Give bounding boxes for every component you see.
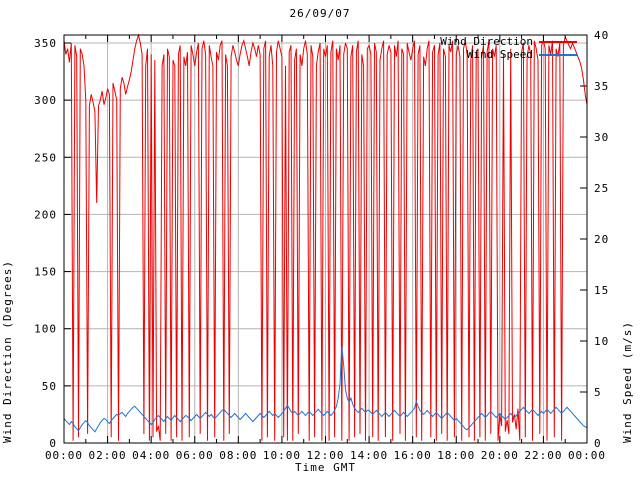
legend-line-sample-wind-direction bbox=[539, 41, 577, 43]
x-axis-label: Time GMT bbox=[295, 461, 356, 474]
y-left-tick-label: 300 bbox=[34, 94, 57, 107]
y-left-tick-label: 50 bbox=[42, 380, 57, 393]
x-tick-label: 04:00 bbox=[132, 449, 170, 462]
y-right-tick-label: 20 bbox=[594, 233, 609, 246]
y-left-tick-label: 0 bbox=[49, 437, 57, 450]
legend-line-sample-wind-speed bbox=[539, 54, 577, 56]
x-tick-label: 14:00 bbox=[350, 449, 388, 462]
y-right-tick-label: 0 bbox=[594, 437, 602, 450]
x-tick-label: 22:00 bbox=[524, 449, 562, 462]
series-wind-speed bbox=[63, 346, 588, 433]
y-right-tick-label: 5 bbox=[594, 386, 602, 399]
chart-title: 26/09/07 bbox=[289, 7, 351, 20]
y-left-tick-label: 350 bbox=[34, 37, 57, 50]
y-left-tick-label: 250 bbox=[34, 151, 57, 164]
y-right-tick-label: 25 bbox=[594, 182, 609, 195]
legend-label-wind-direction: Wind Direction bbox=[440, 35, 533, 48]
legend-entry-wind-speed: Wind Speed bbox=[300, 49, 580, 62]
y-right-tick-label: 40 bbox=[594, 29, 609, 42]
legend-label-wind-speed: Wind Speed bbox=[466, 48, 533, 61]
y-left-tick-label: 150 bbox=[34, 266, 57, 279]
y-right-tick-label: 35 bbox=[594, 80, 609, 93]
legend: Wind Direction Wind Speed bbox=[300, 36, 580, 62]
x-tick-label: 06:00 bbox=[176, 449, 214, 462]
legend-entry-wind-direction: Wind Direction bbox=[300, 36, 580, 49]
series-wind-direction bbox=[63, 33, 588, 441]
x-tick-label: 08:00 bbox=[219, 449, 257, 462]
y-right-tick-label: 15 bbox=[594, 284, 609, 297]
x-tick-label: 16:00 bbox=[394, 449, 432, 462]
y-left-tick-label: 200 bbox=[34, 208, 57, 221]
x-tick-label: 00:00 bbox=[568, 449, 606, 462]
y-left-tick-label: 100 bbox=[34, 323, 57, 336]
y-right-tick-label: 10 bbox=[594, 335, 609, 348]
x-tick-label: 12:00 bbox=[306, 449, 344, 462]
x-tick-label: 02:00 bbox=[89, 449, 127, 462]
x-tick-label: 20:00 bbox=[481, 449, 519, 462]
x-tick-label: 10:00 bbox=[263, 449, 301, 462]
y-right-tick-label: 30 bbox=[594, 131, 609, 144]
x-tick-label: 18:00 bbox=[437, 449, 475, 462]
x-tick-label: 00:00 bbox=[45, 449, 83, 462]
